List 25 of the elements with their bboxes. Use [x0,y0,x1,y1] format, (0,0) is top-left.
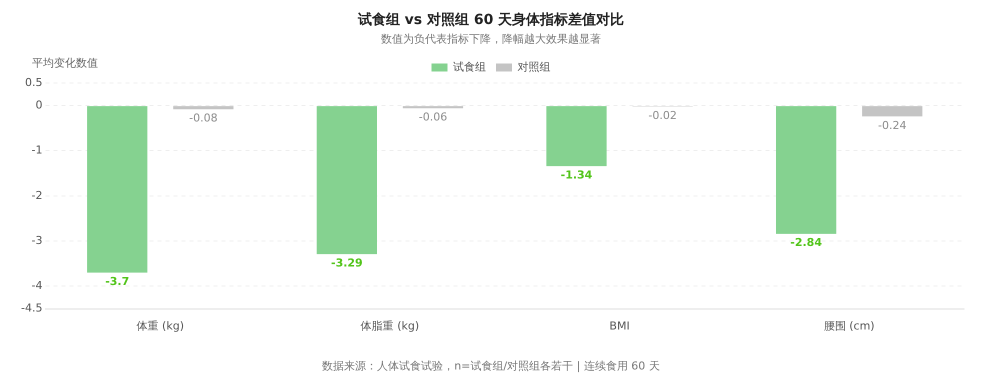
y-tick-label: -1 [31,144,42,157]
data-label: -2.84 [790,236,822,250]
data-label: -0.06 [418,110,448,124]
x-tick-label: 体重 (kg) [136,319,184,332]
y-tick-label: -3 [31,234,42,247]
y-axis-title: 平均变化数值 [32,56,98,70]
x-tick-label: 腰围 (cm) [824,319,875,332]
source-note: 数据来源：人体试食试验，n=试食组/对照组各若干 | 连续食用 60 天 [322,359,660,372]
data-label: -3.7 [105,275,130,288]
data-label: -1.34 [560,168,593,182]
x-tick-label: 体脂重 (kg) [360,319,420,332]
legend-label: 对照组 [518,60,550,74]
chart-title: 试食组 vs 对照组 60 天身体指标差值对比 [356,12,624,28]
legend-label: 试食组 [453,60,486,74]
data-label: -3.29 [331,256,363,270]
y-tick-label: -4.5 [20,302,42,315]
chart-subtitle: 数值为负代表指标下降，降幅越大效果越显著 [381,32,601,46]
data-label: -0.08 [189,112,218,125]
y-tick-label: -4 [31,279,42,292]
data-label: -0.24 [878,118,906,132]
data-label: -0.02 [648,108,677,122]
y-tick-label: 0 [35,98,42,112]
x-tick-label: BMI [609,319,630,332]
y-tick-label: -2 [31,188,42,202]
y-tick-label: 0.5 [24,76,42,89]
